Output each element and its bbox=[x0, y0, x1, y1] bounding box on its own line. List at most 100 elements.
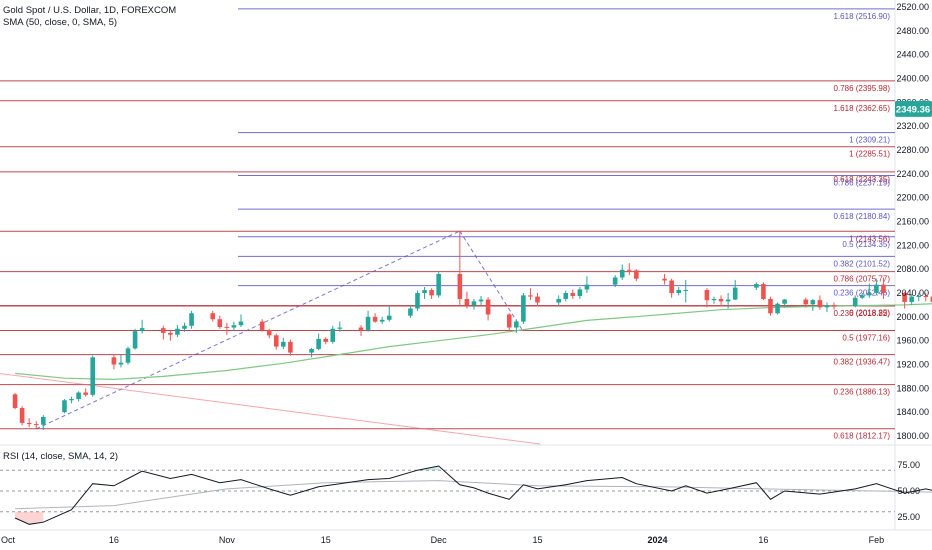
fib-level-label: 1.618 (2516.90) bbox=[834, 12, 891, 21]
fib-level-label: 0.5 (1977.16) bbox=[842, 333, 890, 342]
candle-body bbox=[506, 314, 512, 328]
candle-body bbox=[775, 303, 780, 314]
candle-body bbox=[372, 316, 378, 322]
candle-body bbox=[930, 296, 932, 302]
candle-body bbox=[231, 325, 237, 328]
candle-body bbox=[669, 280, 674, 293]
candle-body bbox=[281, 341, 286, 347]
candle-body bbox=[859, 295, 865, 298]
candle-body bbox=[189, 313, 194, 326]
time-tick-label: 16 bbox=[758, 535, 768, 545]
price-tick-label: 1840.00 bbox=[896, 407, 929, 417]
candle-body bbox=[69, 399, 74, 401]
candle-body bbox=[330, 328, 336, 342]
candle-body bbox=[634, 270, 639, 279]
price-tick-label: 2280.00 bbox=[896, 145, 929, 155]
candle-body bbox=[168, 332, 173, 335]
candle-body bbox=[676, 290, 681, 293]
candle-body bbox=[867, 293, 872, 296]
time-tick-label: Feb bbox=[869, 535, 885, 545]
candle-body bbox=[732, 287, 738, 300]
candle-body bbox=[175, 328, 180, 335]
time-tick-label: 2024 bbox=[648, 535, 668, 545]
candle-body bbox=[768, 298, 773, 314]
candle-body bbox=[210, 313, 216, 320]
price-tick-label: 1800.00 bbox=[896, 431, 929, 441]
price-tick-label: 2240.00 bbox=[896, 169, 929, 179]
rsi-panel bbox=[0, 465, 932, 525]
rsi-sma-line bbox=[15, 480, 932, 510]
fib-level-label: 1 (2143.56) bbox=[849, 234, 890, 243]
candle-body bbox=[485, 299, 491, 315]
candle-body bbox=[761, 284, 766, 299]
candle-body bbox=[26, 422, 32, 425]
fib-level-label: 0.618 (1812.17) bbox=[834, 432, 891, 441]
candle-body bbox=[125, 348, 131, 363]
grid bbox=[0, 0, 932, 531]
candle-body bbox=[422, 290, 427, 293]
candle-body bbox=[612, 277, 618, 285]
candle-body bbox=[379, 319, 385, 322]
last-price-label: 2349.36 bbox=[896, 104, 930, 115]
candle-body bbox=[386, 315, 392, 320]
candle-body bbox=[429, 290, 434, 296]
fib-level-label: 0.618 (2243.35) bbox=[834, 175, 891, 184]
rsi-indicator-label: RSI (14, close, SMA, 14, 2) bbox=[3, 451, 118, 462]
candle-body bbox=[824, 305, 830, 308]
candle-body bbox=[19, 407, 25, 423]
time-tick-label: 15 bbox=[532, 535, 542, 545]
time-tick-label: Dec bbox=[431, 535, 448, 545]
price-tick-label: 2520.00 bbox=[896, 2, 929, 12]
candle-body bbox=[41, 416, 46, 425]
time-tick-label: 16 bbox=[109, 535, 119, 545]
candle-body bbox=[902, 293, 907, 302]
chart-title: Gold Spot / U.S. Dollar, 1D, FOREXCOM bbox=[3, 5, 176, 16]
candle-body bbox=[457, 273, 463, 299]
price-tick-label: 2080.00 bbox=[896, 264, 929, 274]
candle-body bbox=[521, 295, 526, 322]
candle-body bbox=[662, 278, 667, 281]
candle-body bbox=[365, 316, 371, 330]
candle-body bbox=[810, 300, 816, 305]
price-tick-label: 1880.00 bbox=[896, 383, 929, 393]
candle-body bbox=[323, 338, 328, 342]
candle-body bbox=[725, 299, 731, 302]
fib-level-label: 0.786 (2075.77) bbox=[834, 275, 891, 284]
candle-body bbox=[12, 394, 18, 408]
candle-body bbox=[83, 392, 88, 395]
price-tick-label: 2120.00 bbox=[896, 240, 929, 250]
price-tick-label: 2480.00 bbox=[896, 26, 929, 36]
candle-body bbox=[528, 295, 533, 297]
fib-level-label: 0 (2018.85) bbox=[849, 309, 890, 318]
candle-body bbox=[478, 299, 484, 302]
trend-lines bbox=[0, 230, 541, 445]
candles bbox=[12, 231, 932, 431]
price-tick-label: 2040.00 bbox=[896, 288, 929, 298]
candle-body bbox=[514, 321, 519, 328]
candle-body bbox=[831, 305, 837, 307]
sma-line bbox=[15, 303, 932, 381]
candle-body bbox=[111, 357, 117, 365]
time-tick-label: 15 bbox=[321, 535, 331, 545]
rsi-tick-label: 50.00 bbox=[897, 486, 920, 496]
rsi-line bbox=[14, 465, 932, 525]
candle-body bbox=[118, 362, 124, 365]
candle-body bbox=[754, 284, 759, 288]
candle-body bbox=[90, 357, 96, 395]
candle-body bbox=[683, 290, 689, 292]
candle-body bbox=[570, 293, 576, 296]
candle-body bbox=[139, 328, 145, 332]
fib-level-label: 0.236 (2018.22) bbox=[834, 309, 891, 318]
price-tick-label: 1960.00 bbox=[896, 336, 929, 346]
candle-body bbox=[556, 298, 561, 303]
candle-body bbox=[881, 284, 886, 293]
rsi-tick-label: 25.00 bbox=[897, 512, 920, 522]
candle-body bbox=[217, 319, 223, 327]
candle-body bbox=[471, 301, 477, 306]
candle-body bbox=[563, 293, 569, 299]
price-tick-label: 2400.00 bbox=[896, 74, 929, 84]
trend-line bbox=[0, 372, 541, 445]
fib-level-label: 0.786 (2395.98) bbox=[834, 84, 891, 93]
